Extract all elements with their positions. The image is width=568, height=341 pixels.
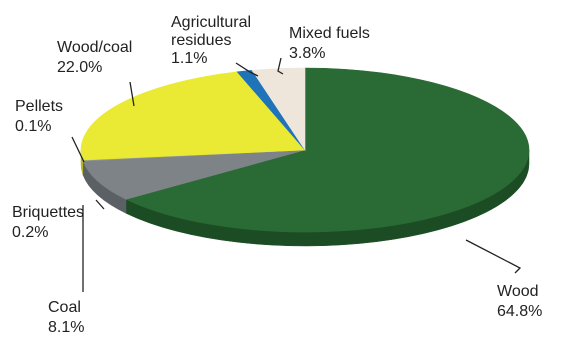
label-pellets: Pellets 0.1%	[15, 98, 63, 135]
label-line-briquettes-1: 0.2%	[12, 224, 48, 241]
label-wood-coal: Wood/coal 22.0%	[57, 39, 132, 76]
label-wood: Wood 64.8%	[497, 283, 542, 320]
slice-labels: Wood 64.8% Coal 8.1% Briquettes 0.2% Pellets 0.…	[12, 14, 542, 336]
label-briquettes: Briquettes 0.2%	[12, 204, 84, 241]
label-agricultural-residues: Agricultural residues 1.1%	[171, 14, 251, 67]
label-line-pellets-0: Pellets	[15, 98, 63, 115]
leader-line-pellets	[71, 136, 85, 163]
leader-lines	[71, 57, 522, 292]
leader-line-wood-coal	[129, 81, 135, 107]
leader-line-wood	[465, 239, 522, 274]
slice-wood	[125, 67, 530, 233]
label-coal: Coal 8.1%	[48, 299, 84, 336]
leader-line-briquettes	[95, 199, 105, 210]
label-line-agricultural-residues-0: Agricultural	[171, 14, 251, 31]
slice-coal	[82, 149, 306, 200]
label-line-pellets-1: 0.1%	[15, 118, 51, 135]
label-line-wood-0: Wood	[497, 283, 539, 300]
label-line-coal-1: 8.1%	[48, 319, 84, 336]
label-line-briquettes-0: Briquettes	[12, 204, 84, 221]
slice-wood-coal	[80, 71, 306, 160]
leader-line-mixed-fuels	[277, 57, 284, 75]
label-line-agricultural-residues-1: residues	[171, 32, 231, 49]
label-line-agricultural-residues-2: 1.1%	[171, 50, 207, 67]
label-line-wood-coal-1: 22.0%	[57, 59, 102, 76]
label-line-mixed-fuels-0: Mixed fuels	[289, 25, 370, 42]
label-line-wood-coal-0: Wood/coal	[57, 39, 132, 56]
label-line-wood-1: 64.8%	[497, 303, 542, 320]
label-line-coal-0: Coal	[48, 299, 81, 316]
leader-line-agricultural-residues	[235, 62, 259, 77]
label-line-mixed-fuels-1: 3.8%	[289, 45, 325, 62]
pie-top-layer	[80, 67, 530, 233]
label-mixed-fuels: Mixed fuels 3.8%	[289, 25, 370, 62]
